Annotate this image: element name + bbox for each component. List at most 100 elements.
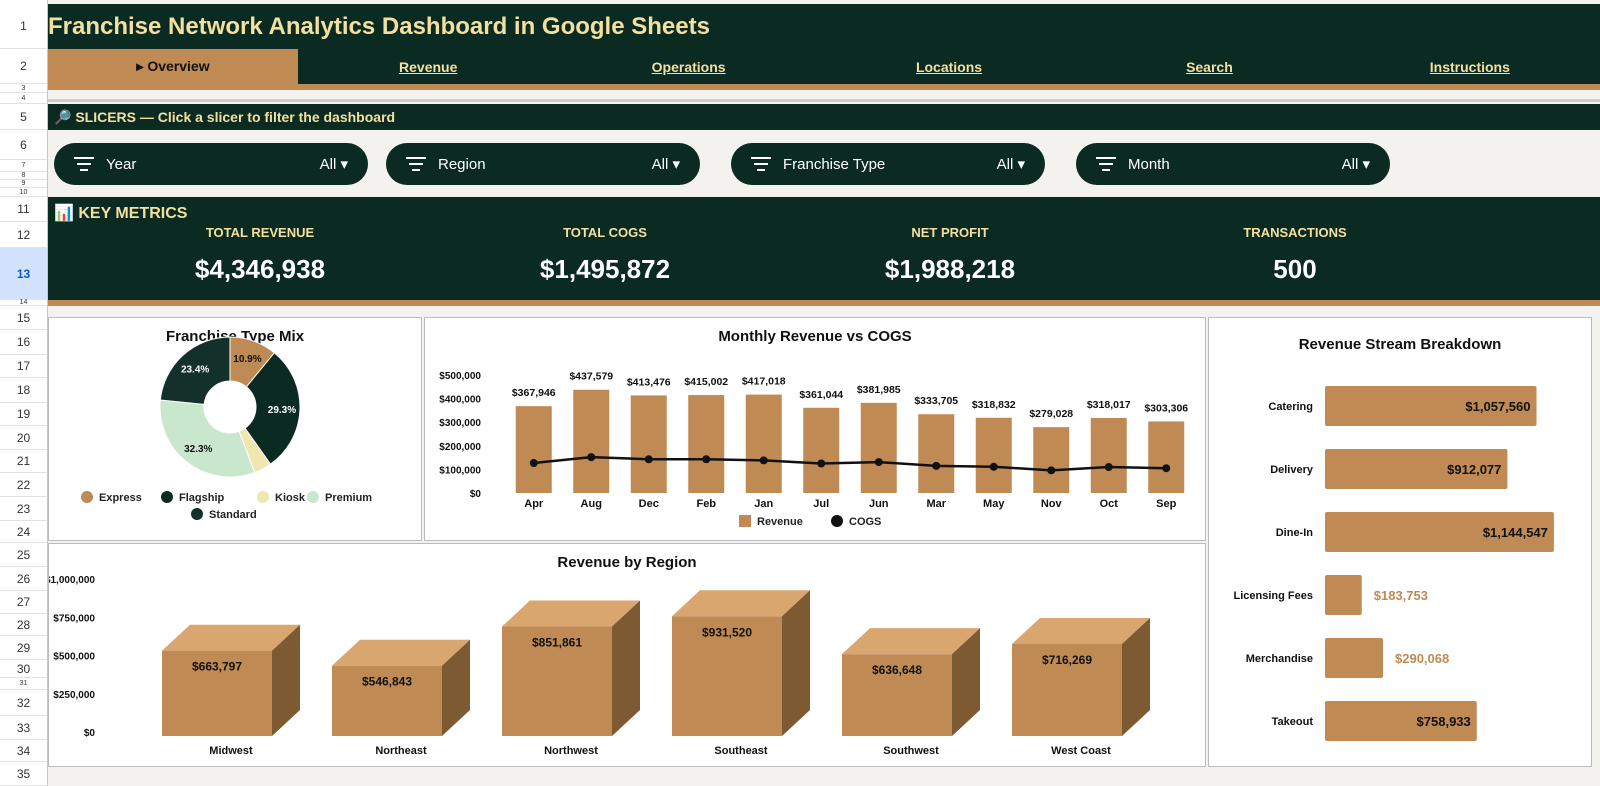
row-number[interactable]: 17 [0,355,47,378]
x-tick-label: Oct [1100,498,1119,510]
cogs-point [1104,463,1113,472]
legend-label: Kiosk [275,492,306,504]
row-number[interactable]: 7 [0,160,47,172]
key-metrics-panel: 📊 KEY METRICS TOTAL REVENUE $4,346,938 TOT… [48,197,1600,300]
slicer-label: Franchise Type [783,155,886,173]
slicer-franchise-type[interactable]: Franchise Type All ▾ [731,143,1045,185]
row-number[interactable]: 6 [0,130,47,160]
row-number[interactable]: 24 [0,521,47,543]
x-tick-label: Jun [869,498,889,510]
legend-marker [307,491,319,503]
data-label: $417,018 [742,376,786,388]
tab-locations[interactable]: Locations [915,58,983,75]
row-number[interactable]: 18 [0,378,47,403]
bar-jun [860,402,897,493]
cogs-point [702,455,711,464]
row-number[interactable]: 20 [0,426,47,450]
x-tick-label: Nov [1041,498,1063,510]
row-number[interactable]: 25 [0,543,47,567]
bar-southeast [672,616,782,736]
row-number[interactable]: 10 [0,188,47,197]
y-tick-label: $100,000 [439,465,481,476]
row-number[interactable]: 35 [0,762,47,786]
franchise-type-mix-chart[interactable]: Franchise Type Mix 10.9% 29.3% 32.3% 23.4% E… [48,317,422,541]
cogs-point [989,462,998,471]
x-tick-label: Sep [1156,498,1176,510]
legend-marker [739,515,751,527]
row-number[interactable]: 23 [0,497,47,521]
row-number[interactable]: 5 [0,104,47,130]
legend-label: COGS [849,516,881,528]
y-tick-label: $400,000 [439,395,481,406]
row-number[interactable]: 4 [0,93,47,104]
row-number[interactable]: 32 [0,690,47,716]
x-tick-label: West Coast [1051,745,1111,757]
data-label: $546,843 [362,675,412,689]
row-number[interactable]: 22 [0,473,47,497]
row-number[interactable]: 31 [0,678,47,690]
category-label: Dine-In [1276,527,1314,539]
row-number[interactable]: 12 [0,222,47,248]
x-tick-label: Apr [524,498,544,510]
frozen-row-divider[interactable] [48,99,1600,102]
data-label: $367,946 [512,387,556,399]
x-tick-label: Northwest [544,745,598,757]
kpi-card: NET PROFIT $1,988,218 [800,225,1100,285]
cogs-point [874,458,883,467]
row-number[interactable]: 19 [0,403,47,426]
filter-icon [74,153,94,175]
tab-instructions[interactable]: Instructions [1429,58,1510,75]
row-number[interactable]: 33 [0,716,47,740]
bar-oct [1090,417,1127,493]
slicer-label: Year [106,155,137,173]
category-label: Delivery [1270,464,1314,476]
slicer-month[interactable]: Month All ▾ [1076,143,1390,185]
row-number[interactable]: 8 [0,172,47,180]
legend-marker [831,515,843,527]
x-tick-label: Northeast [375,745,427,757]
bar-top [672,590,810,617]
slicer-region[interactable]: Region All ▾ [386,143,700,185]
y-tick-label: $750,000 [53,613,95,624]
category-label: Takeout [1272,716,1314,728]
row-number[interactable]: 28 [0,614,47,636]
donut-chart: 10.9% 29.3% 32.3% 23.4% Express Flagship Kiosk… [81,336,372,521]
row-number[interactable]: 15 [0,306,47,330]
cogs-point [932,461,941,470]
cogs-point [1047,466,1056,475]
row-number[interactable]: 2 [0,49,47,84]
row-number[interactable]: 9 [0,180,47,188]
data-label: $303,306 [1144,402,1188,414]
kpi-card: TRANSACTIONS 500 [1145,225,1445,285]
cogs-point [529,459,538,468]
tab-overview[interactable]: ▸ Overview [48,49,298,84]
row-number[interactable]: 30 [0,660,47,678]
divider [48,84,1600,90]
slicer-year[interactable]: Year All ▾ [54,143,368,185]
row-number[interactable]: 27 [0,591,47,614]
row-number[interactable]: 1 [0,4,47,49]
revenue-stream-breakdown-chart[interactable]: Revenue Stream Breakdown Catering $1,057,… [1208,317,1592,767]
row-number[interactable]: 29 [0,636,47,660]
key-metrics-header: KEY METRICS [78,205,188,222]
row-number[interactable]: 13 [0,248,47,300]
kpi-label: TOTAL COGS [563,225,647,240]
x-tick-label: Southwest [883,745,939,757]
tab-revenue[interactable]: Revenue [399,58,458,75]
tab-operations[interactable]: Operations [651,58,726,75]
row-number[interactable]: 34 [0,740,47,762]
row-number[interactable]: 14 [0,299,47,306]
data-label: $361,044 [799,389,843,401]
row-number[interactable]: 16 [0,330,47,355]
row-number[interactable]: 26 [0,567,47,591]
monthly-revenue-cogs-chart[interactable]: Monthly Revenue vs COGS $0 $100,000 $200,0… [424,317,1206,541]
row-number[interactable]: 11 [0,197,47,222]
cogs-point [817,459,826,468]
tab-search[interactable]: Search [1186,58,1233,75]
bar-sep [1148,421,1185,493]
kpi-label: NET PROFIT [911,225,989,240]
revenue-by-region-chart[interactable]: Revenue by Region $0 $250,000 $500,000 $750… [48,543,1206,767]
magnifier-icon: 🔎 [54,109,72,125]
row-number[interactable]: 3 [0,84,47,93]
row-number[interactable]: 21 [0,450,47,473]
